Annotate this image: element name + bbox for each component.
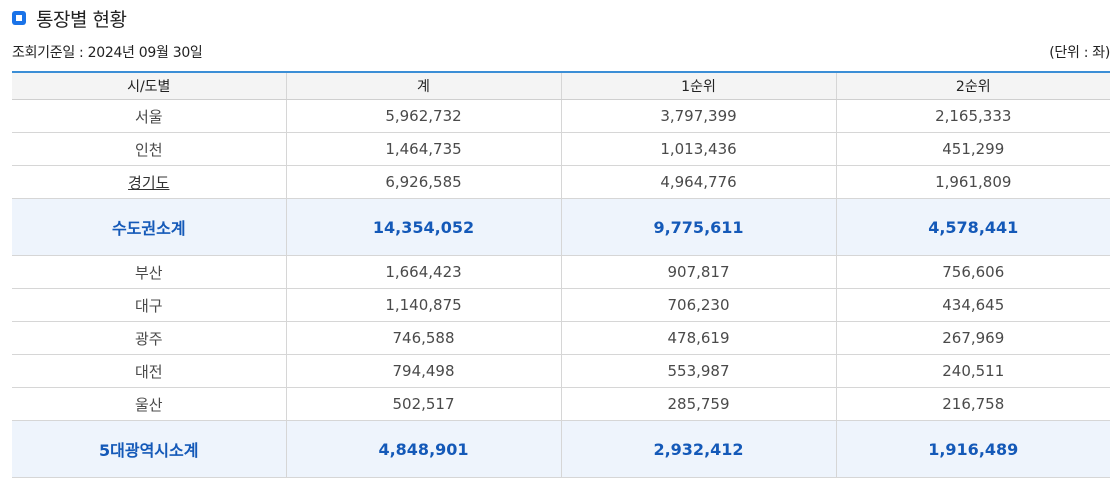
- region-cell: 대구: [12, 288, 287, 322]
- section-title: 통장별 현황: [36, 8, 127, 31]
- table-row: 서울 5,962,732 3,797,399 2,165,333: [12, 99, 1110, 133]
- rank1-cell: 907,817: [561, 255, 837, 289]
- rank1-cell: 4,964,776: [561, 165, 837, 199]
- rank1-cell: 2,932,412: [561, 420, 837, 478]
- rank2-cell: 1,916,489: [836, 420, 1110, 478]
- section-header: 통장별 현황: [12, 4, 127, 32]
- region-cell: 경기도: [12, 165, 287, 199]
- total-cell: 5,962,732: [286, 99, 562, 133]
- region-cell: 울산: [12, 387, 287, 421]
- table-row: 대전 794,498 553,987 240,511: [12, 354, 1110, 388]
- rank2-cell: 434,645: [836, 288, 1110, 322]
- rank2-cell: 451,299: [836, 132, 1110, 166]
- total-cell: 6,926,585: [286, 165, 562, 199]
- table-row: 인천 1,464,735 1,013,436 451,299: [12, 132, 1110, 166]
- region-cell: 대전: [12, 354, 287, 388]
- table-row: 부산 1,664,423 907,817 756,606: [12, 255, 1110, 289]
- total-cell: 1,140,875: [286, 288, 562, 322]
- rank2-cell: 1,961,809: [836, 165, 1110, 199]
- rank1-cell: 1,013,436: [561, 132, 837, 166]
- table-row: 대구 1,140,875 706,230 434,645: [12, 288, 1110, 322]
- reference-date: 조회기준일 : 2024년 09월 30일: [12, 45, 203, 61]
- account-status-table: 시/도별 계 1순위 2순위 서울 5,962,732 3,797,399 2,…: [12, 71, 1110, 478]
- rank1-cell: 3,797,399: [561, 99, 837, 133]
- subtotal-row: 5대광역시소계 4,848,901 2,932,412 1,916,489: [12, 420, 1110, 478]
- rank1-cell: 553,987: [561, 354, 837, 388]
- rank2-cell: 2,165,333: [836, 99, 1110, 133]
- subtotal-row: 수도권소계 14,354,052 9,775,611 4,578,441: [12, 198, 1110, 256]
- rank1-cell: 285,759: [561, 387, 837, 421]
- total-cell: 4,848,901: [286, 420, 562, 478]
- square-bullet-icon: [12, 11, 26, 25]
- header-region: 시/도별: [12, 72, 287, 100]
- total-cell: 746,588: [286, 321, 562, 355]
- region-link-gyeonggi[interactable]: 경기도: [128, 173, 170, 192]
- region-cell: 인천: [12, 132, 287, 166]
- region-cell: 5대광역시소계: [12, 420, 287, 478]
- rank2-cell: 240,511: [836, 354, 1110, 388]
- total-cell: 1,664,423: [286, 255, 562, 289]
- rank1-cell: 706,230: [561, 288, 837, 322]
- region-cell: 서울: [12, 99, 287, 133]
- total-cell: 502,517: [286, 387, 562, 421]
- meta-row: 조회기준일 : 2024년 09월 30일 (단위 : 좌): [12, 42, 1110, 62]
- region-cell: 부산: [12, 255, 287, 289]
- rank2-cell: 756,606: [836, 255, 1110, 289]
- total-cell: 1,464,735: [286, 132, 562, 166]
- total-cell: 14,354,052: [286, 198, 562, 256]
- region-cell: 광주: [12, 321, 287, 355]
- header-rank1: 1순위: [561, 72, 837, 100]
- rank2-cell: 267,969: [836, 321, 1110, 355]
- table-row: 울산 502,517 285,759 216,758: [12, 387, 1110, 421]
- rank2-cell: 216,758: [836, 387, 1110, 421]
- rank1-cell: 9,775,611: [561, 198, 837, 256]
- unit-label: (단위 : 좌): [1049, 45, 1110, 61]
- region-cell: 수도권소계: [12, 198, 287, 256]
- table-header-row: 시/도별 계 1순위 2순위: [12, 72, 1110, 100]
- table-row: 경기도 6,926,585 4,964,776 1,961,809: [12, 165, 1110, 199]
- rank2-cell: 4,578,441: [836, 198, 1110, 256]
- table-row: 광주 746,588 478,619 267,969: [12, 321, 1110, 355]
- header-total: 계: [286, 72, 562, 100]
- header-rank2: 2순위: [836, 72, 1110, 100]
- total-cell: 794,498: [286, 354, 562, 388]
- rank1-cell: 478,619: [561, 321, 837, 355]
